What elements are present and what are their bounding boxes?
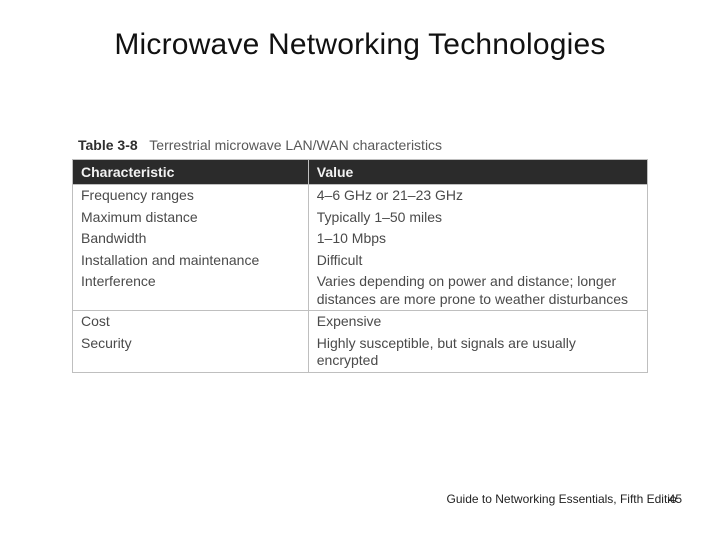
cell-value: 4–6 GHz or 21–23 GHz [308, 185, 647, 207]
cell-characteristic: Frequency ranges [73, 185, 309, 207]
table-row: Installation and maintenanceDifficult [73, 250, 648, 272]
table-row: Frequency ranges4–6 GHz or 21–23 GHz [73, 185, 648, 207]
table-caption-text: Terrestrial microwave LAN/WAN characteri… [149, 137, 442, 153]
cell-characteristic: Security [73, 333, 309, 373]
table-header-row: Characteristic Value [73, 160, 648, 185]
table-row: Maximum distanceTypically 1–50 miles [73, 207, 648, 229]
footer: Guide to Networking Essentials, Fifth Ed… [447, 492, 682, 506]
table-row: InterferenceVaries depending on power an… [73, 271, 648, 311]
cell-characteristic: Interference [73, 271, 309, 311]
characteristics-table: Characteristic Value Frequency ranges4–6… [72, 159, 648, 373]
cell-characteristic: Cost [73, 311, 309, 333]
table-container: Table 3-8 Terrestrial microwave LAN/WAN … [72, 133, 648, 373]
cell-characteristic: Installation and maintenance [73, 250, 309, 272]
cell-value: Varies depending on power and distance; … [308, 271, 647, 311]
col-header-value: Value [308, 160, 647, 185]
page-title: Microwave Networking Technologies [0, 28, 720, 62]
cell-value: Difficult [308, 250, 647, 272]
cell-value: Typically 1–50 miles [308, 207, 647, 229]
cell-value: Highly susceptible, but signals are usua… [308, 333, 647, 373]
cell-characteristic: Maximum distance [73, 207, 309, 229]
cell-value: 1–10 Mbps [308, 228, 647, 250]
table-number: Table 3-8 [78, 137, 138, 153]
slide: Microwave Networking Technologies Table … [0, 0, 720, 540]
table-caption: Table 3-8 Terrestrial microwave LAN/WAN … [72, 133, 648, 159]
table-row: Bandwidth1–10 Mbps [73, 228, 648, 250]
table-row: CostExpensive [73, 311, 648, 333]
page-number: 45 [669, 492, 682, 506]
cell-value: Expensive [308, 311, 647, 333]
footer-text: Guide to Networking Essentials, Fifth Ed… [447, 492, 677, 506]
table-row: SecurityHighly susceptible, but signals … [73, 333, 648, 373]
col-header-characteristic: Characteristic [73, 160, 309, 185]
cell-characteristic: Bandwidth [73, 228, 309, 250]
